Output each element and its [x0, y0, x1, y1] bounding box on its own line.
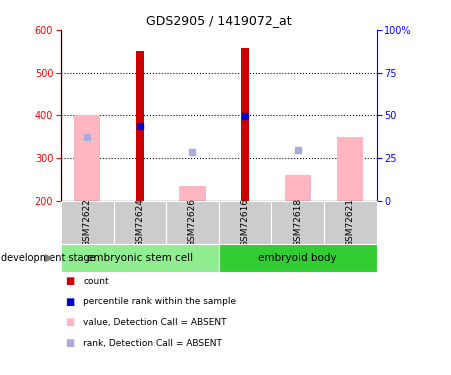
Text: ■: ■: [65, 297, 75, 307]
Bar: [285, 175, 311, 201]
Bar: [272, 201, 324, 244]
Text: GSM72616: GSM72616: [240, 198, 249, 247]
Bar: [61, 201, 114, 244]
Bar: [219, 244, 377, 272]
Bar: [219, 201, 272, 244]
Bar: [74, 116, 100, 201]
Bar: [179, 186, 206, 201]
Text: embryoid body: embryoid body: [258, 253, 337, 263]
Text: GSM72624: GSM72624: [135, 198, 144, 247]
Bar: [337, 136, 364, 201]
Text: embryonic stem cell: embryonic stem cell: [87, 253, 193, 263]
Text: count: count: [83, 277, 109, 286]
Bar: [61, 244, 219, 272]
Text: ▶: ▶: [46, 253, 54, 263]
Text: percentile rank within the sample: percentile rank within the sample: [83, 297, 237, 306]
Bar: [114, 201, 166, 244]
Text: development stage: development stage: [1, 253, 96, 263]
Bar: [136, 51, 144, 201]
Text: GSM72622: GSM72622: [83, 198, 92, 247]
Title: GDS2905 / 1419072_at: GDS2905 / 1419072_at: [146, 15, 291, 27]
Text: value, Detection Call = ABSENT: value, Detection Call = ABSENT: [83, 318, 227, 327]
Text: ■: ■: [65, 338, 75, 348]
Text: GSM72621: GSM72621: [346, 198, 355, 247]
Text: rank, Detection Call = ABSENT: rank, Detection Call = ABSENT: [83, 339, 222, 348]
Bar: [166, 201, 219, 244]
Bar: [324, 201, 377, 244]
Bar: [241, 48, 249, 201]
Text: GSM72626: GSM72626: [188, 198, 197, 247]
Text: GSM72618: GSM72618: [293, 198, 302, 247]
Text: ■: ■: [65, 276, 75, 286]
Text: ■: ■: [65, 318, 75, 327]
